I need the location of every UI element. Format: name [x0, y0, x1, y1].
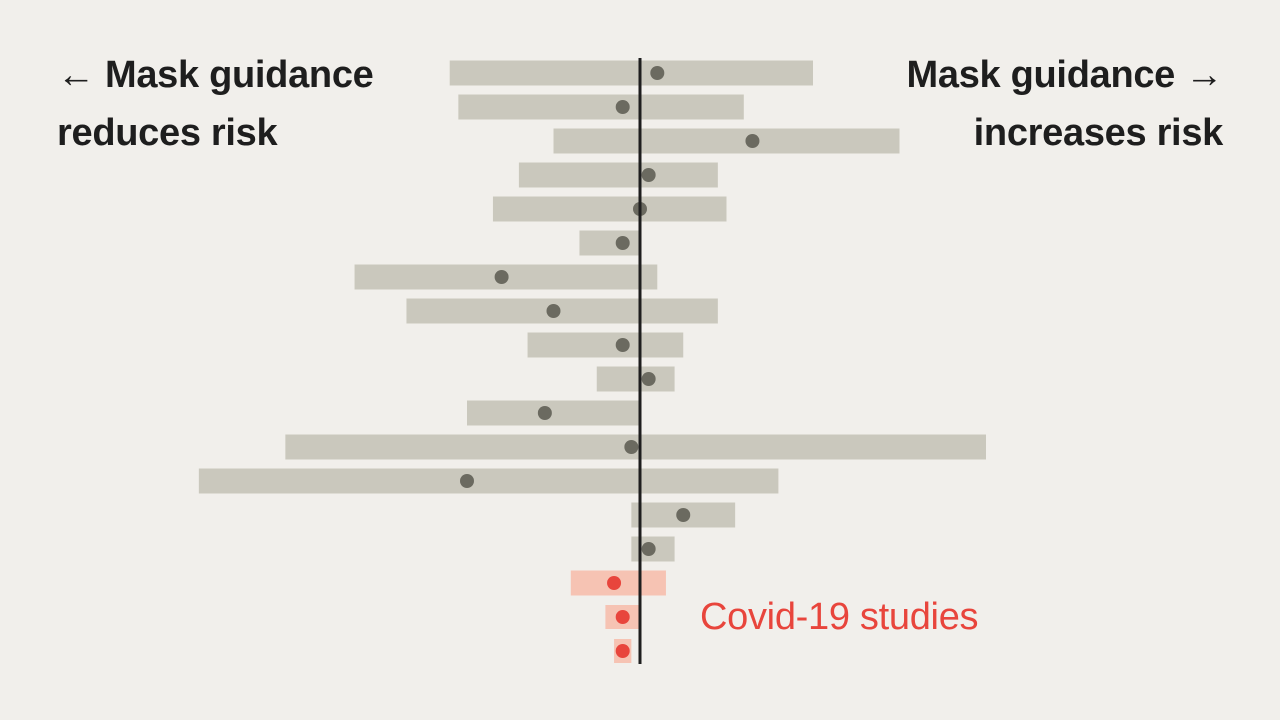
right-label-line2: increases risk — [973, 112, 1224, 154]
study-row — [198, 468, 779, 494]
covid-study-row — [570, 570, 666, 596]
confidence-interval-bar — [467, 400, 640, 426]
point-estimate-dot — [641, 168, 656, 182]
point-estimate-dot — [650, 66, 665, 80]
point-estimate-dot — [676, 508, 691, 522]
right-direction-label: Mask guidance → increases risk — [907, 46, 1224, 162]
study-row — [553, 128, 900, 154]
study-row — [631, 502, 736, 528]
point-estimate-dot — [494, 270, 509, 284]
confidence-interval-bar — [553, 128, 900, 154]
point-estimate-dot — [641, 372, 656, 386]
point-estimate-dot — [745, 134, 760, 148]
study-row — [406, 298, 718, 324]
study-row — [285, 434, 987, 460]
confidence-interval-bar — [596, 366, 675, 392]
left-label-line1: Mask guidance — [104, 54, 374, 96]
left-direction-label: ← Mask guidance reduces risk — [57, 46, 374, 162]
confidence-interval-bar — [406, 298, 718, 324]
covid-study-row — [605, 605, 640, 629]
point-estimate-dot — [460, 474, 474, 488]
study-row — [467, 400, 640, 426]
study-row — [527, 332, 684, 358]
study-row — [449, 60, 813, 86]
study-rows — [198, 60, 987, 663]
confidence-interval-bar — [579, 230, 640, 256]
study-row — [596, 366, 675, 392]
covid-point-estimate-dot — [607, 576, 622, 590]
point-estimate-dot — [624, 440, 639, 454]
point-estimate-dot — [546, 304, 561, 318]
right-arrow-icon: → — [1185, 54, 1223, 96]
right-label-line1: Mask guidance — [906, 54, 1176, 96]
confidence-interval-bar — [518, 162, 718, 188]
study-row — [579, 230, 640, 256]
confidence-interval-bar — [527, 332, 684, 358]
covid-studies-label: Covid-19 studies — [700, 596, 979, 638]
covid-point-estimate-dot — [615, 610, 630, 624]
study-row — [458, 94, 744, 120]
study-row — [518, 162, 718, 188]
left-arrow-icon: ← — [57, 54, 95, 96]
point-estimate-dot — [615, 100, 630, 114]
left-label-line2: reduces risk — [57, 112, 278, 154]
covid-point-estimate-dot — [615, 644, 630, 658]
covid-study-row — [614, 639, 632, 663]
confidence-interval-bar — [492, 196, 727, 222]
confidence-interval-bar — [449, 60, 813, 86]
study-row — [354, 264, 658, 290]
confidence-interval-bar — [458, 94, 744, 120]
point-estimate-dot — [615, 338, 630, 352]
point-estimate-dot — [615, 236, 630, 250]
study-row — [631, 536, 675, 562]
study-row — [492, 196, 727, 222]
confidence-interval-bar — [198, 468, 779, 494]
point-estimate-dot — [537, 406, 552, 420]
point-estimate-dot — [641, 542, 656, 556]
